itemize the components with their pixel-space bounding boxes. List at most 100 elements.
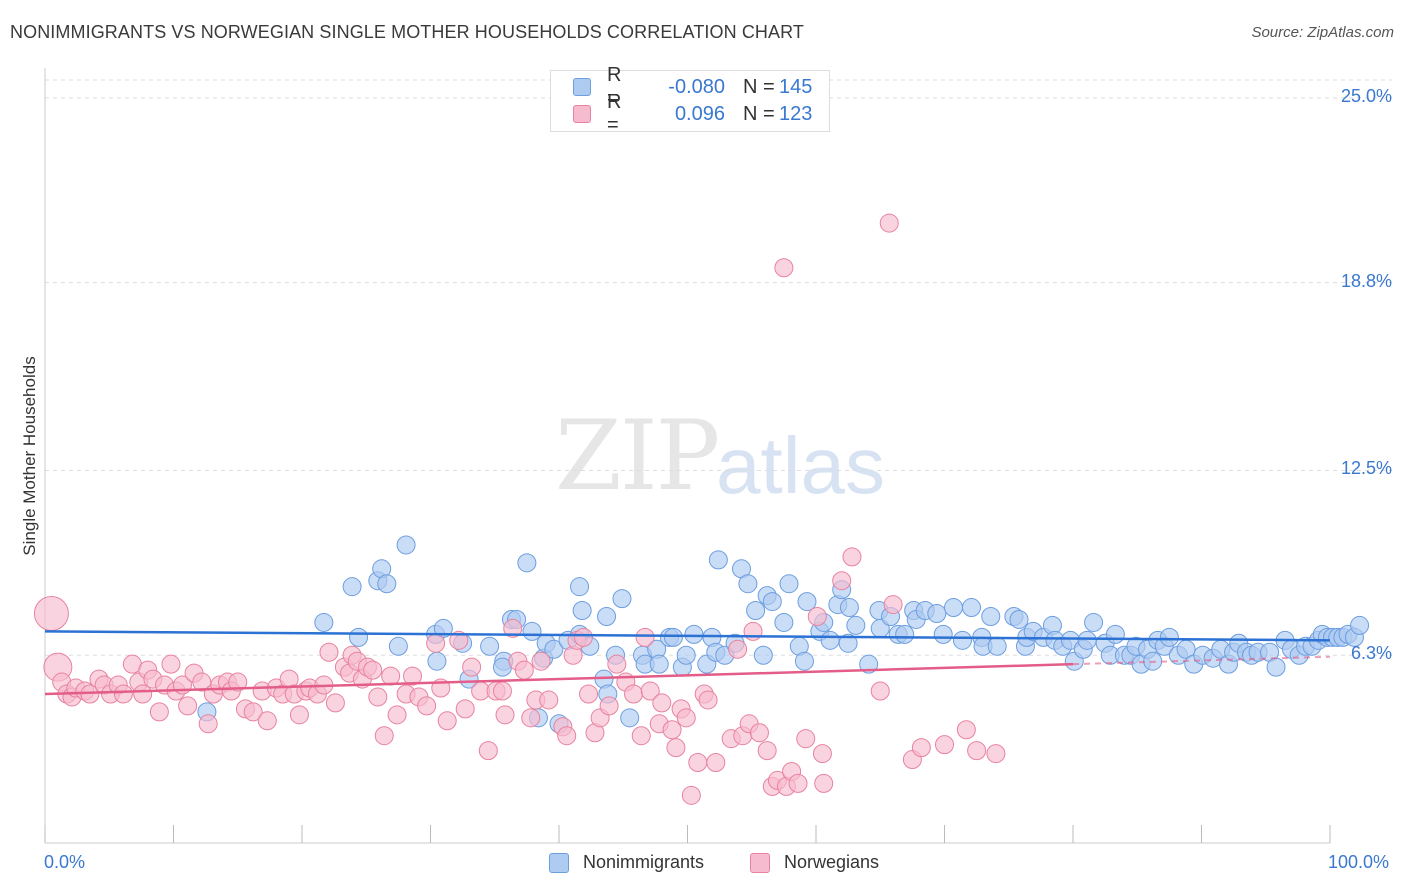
nonimmigrants-point xyxy=(427,651,447,671)
norwegians-point xyxy=(579,684,599,704)
norwegians-point xyxy=(325,693,345,713)
nonimmigrants-point xyxy=(620,708,640,728)
norwegians-point xyxy=(149,702,169,722)
source-credit: Source: ZipAtlas.com xyxy=(1251,24,1394,41)
norwegians-point xyxy=(883,595,903,615)
legend-item-nonimmigrants[interactable]: Nonimmigrants xyxy=(549,852,704,873)
nonimmigrants-point xyxy=(952,630,972,650)
nonimmigrants-point xyxy=(1105,624,1125,644)
norwegians-point xyxy=(521,708,541,728)
r-value: -0.080 xyxy=(668,75,725,98)
norwegians-point xyxy=(842,547,862,567)
norwegians-point xyxy=(449,630,469,650)
nonimmigrants-point xyxy=(1159,627,1179,647)
norwegians-point xyxy=(426,633,446,653)
nonimmigrants-point xyxy=(753,645,773,665)
n-label: N = xyxy=(743,75,775,98)
n-label: N = xyxy=(743,102,775,125)
nonimmigrants-point xyxy=(517,553,537,573)
norwegians-point xyxy=(743,621,763,641)
legend-row-norwegians: R = 0.096 N = 123 xyxy=(573,91,813,136)
norwegians-point xyxy=(911,738,931,758)
norwegians-point xyxy=(478,741,498,761)
n-value: 145 xyxy=(779,75,813,98)
norwegians-point xyxy=(986,744,1006,764)
norwegians-point xyxy=(417,696,437,716)
nonimmigrants-point xyxy=(774,612,794,632)
nonimmigrants-point xyxy=(794,651,814,671)
nonimmigrants-point xyxy=(1009,609,1029,629)
norwegians-point xyxy=(557,726,577,746)
norwegians-point xyxy=(289,705,309,725)
chart-title: NONIMMIGRANTS VS NORWEGIAN SINGLE MOTHER… xyxy=(10,22,804,42)
nonimmigrants-point xyxy=(895,624,915,644)
y-tick-label: 6.3% xyxy=(1350,643,1392,664)
nonimmigrants-point xyxy=(961,598,981,618)
norwegians-point xyxy=(666,738,686,758)
norwegians-point xyxy=(607,654,627,674)
norwegians-point xyxy=(133,684,153,704)
norwegians-point xyxy=(796,729,816,749)
norwegians-point xyxy=(788,773,808,793)
nonimmigrants-point xyxy=(388,636,408,656)
norwegians-point xyxy=(688,753,708,773)
y-tick-label: 18.8% xyxy=(1340,270,1392,291)
nonimmigrants-point xyxy=(762,592,782,612)
norwegians-point xyxy=(832,571,852,591)
norwegians-point xyxy=(257,711,277,731)
norwegians-point xyxy=(870,681,890,701)
norwegians-point xyxy=(935,735,954,755)
norwegians-point xyxy=(812,744,832,764)
nonimmigrants-point xyxy=(987,636,1007,656)
x-tick-label-max: 100.0% xyxy=(1328,852,1390,872)
norwegians-point xyxy=(403,666,423,686)
n-value: 123 xyxy=(779,102,813,125)
norwegians-point xyxy=(807,606,827,626)
r-value: 0.096 xyxy=(674,102,725,125)
norwegians-point xyxy=(514,660,534,680)
nonimmigrants-point xyxy=(570,577,590,597)
norwegians-point xyxy=(879,213,899,233)
nonimmigrants-point xyxy=(927,604,947,624)
norwegians-point xyxy=(387,705,407,725)
norwegians-point xyxy=(243,702,263,722)
y-tick-label: 25.0% xyxy=(1340,85,1392,106)
norwegians-point xyxy=(455,699,475,719)
norwegians-point xyxy=(368,687,388,707)
norwegians-point xyxy=(503,618,523,638)
norwegians-point xyxy=(676,708,696,728)
nonimmigrants-point xyxy=(981,606,1001,626)
norwegians-point xyxy=(706,753,726,773)
norwegians-point xyxy=(178,696,198,716)
nonimmigrants-trend-line xyxy=(44,630,1331,642)
norwegians-point xyxy=(381,666,401,686)
nonimmigrants-point xyxy=(779,574,799,594)
nonimmigrants-point xyxy=(480,636,500,656)
nonimmigrants-point xyxy=(684,624,704,644)
nonimmigrants-point xyxy=(838,633,858,653)
watermark-atlas: atlas xyxy=(716,421,885,510)
nonimmigrants-point xyxy=(1077,630,1097,650)
nonimmigrants-point xyxy=(933,624,953,644)
nonimmigrants-point xyxy=(377,574,397,594)
norwegians-point xyxy=(492,681,512,701)
nonimmigrants-point xyxy=(859,654,879,674)
nonimmigrants-point xyxy=(597,606,617,626)
norwegians-point xyxy=(161,654,181,674)
nonimmigrants-point xyxy=(1266,657,1286,677)
norwegians-point xyxy=(228,672,248,692)
legend-swatch-blue xyxy=(549,852,569,873)
norwegians-point xyxy=(814,773,834,793)
nonimmigrants-point xyxy=(649,654,669,674)
nonimmigrants-point xyxy=(846,615,866,635)
norwegians-point xyxy=(774,258,794,278)
nonimmigrants-point xyxy=(820,630,840,650)
nonimmigrants-point xyxy=(396,535,416,555)
norwegians-trend-extension xyxy=(1072,655,1331,666)
norwegians-point xyxy=(757,741,777,761)
nonimmigrants-point xyxy=(676,645,696,665)
norwegians-point xyxy=(374,726,394,746)
legend-item-norwegians[interactable]: Norwegians xyxy=(750,852,879,873)
nonimmigrants-point xyxy=(708,550,728,570)
